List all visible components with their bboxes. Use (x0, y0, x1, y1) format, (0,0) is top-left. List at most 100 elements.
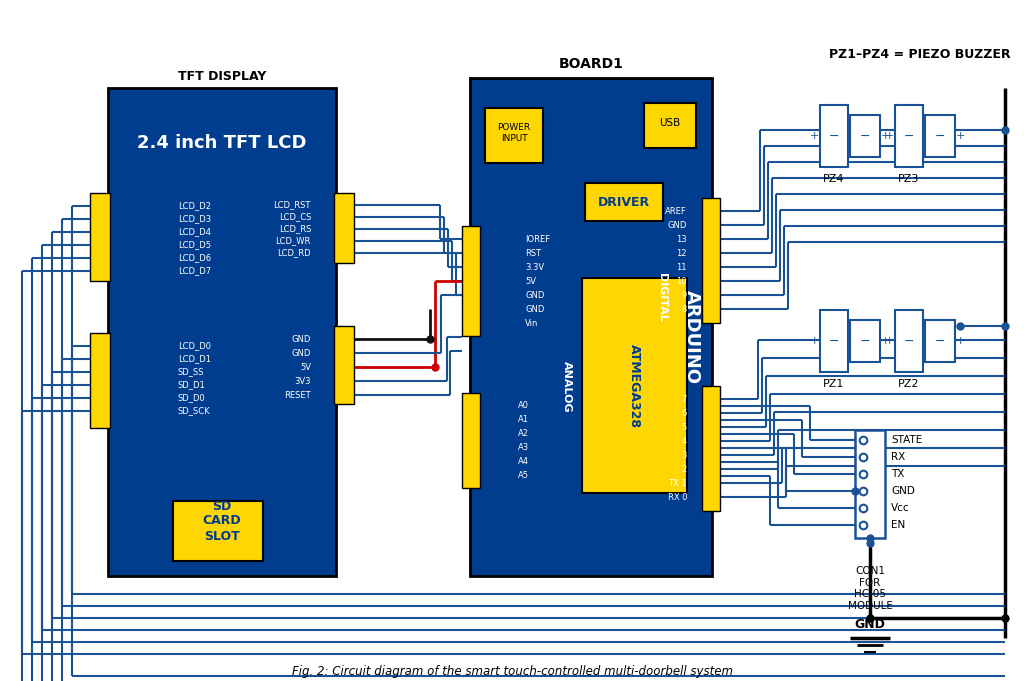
Text: RX: RX (891, 452, 905, 462)
Bar (895, 105, 923, 167)
Text: +: + (809, 336, 818, 346)
Bar (90, 333, 110, 428)
Bar (895, 310, 923, 372)
Bar (470, 78, 712, 576)
Text: 4: 4 (682, 437, 687, 445)
Bar (925, 320, 955, 362)
Text: +: + (881, 131, 890, 141)
Text: BOARD1: BOARD1 (558, 57, 624, 71)
Text: SD_SS: SD_SS (178, 368, 205, 377)
Text: 11: 11 (677, 262, 687, 272)
Bar (462, 226, 480, 336)
Text: LCD_RS: LCD_RS (279, 225, 311, 234)
Text: EN: EN (891, 520, 905, 530)
Text: +: + (881, 336, 890, 346)
Text: GND: GND (525, 291, 545, 300)
Text: +: + (885, 336, 894, 346)
Text: LCD_D1: LCD_D1 (178, 355, 211, 364)
Bar (485, 108, 543, 163)
Text: A1: A1 (518, 415, 529, 424)
Text: 5V: 5V (300, 362, 311, 372)
Text: LCD_D4: LCD_D4 (178, 227, 211, 236)
Text: ANALOG: ANALOG (562, 361, 572, 413)
Text: A3: A3 (518, 443, 529, 452)
Text: −: − (935, 334, 945, 347)
Text: IOREF: IOREF (525, 234, 550, 244)
Text: −: − (828, 334, 840, 347)
Text: −: − (904, 334, 914, 347)
Bar (108, 88, 336, 576)
Bar (702, 386, 720, 511)
Text: +: + (955, 131, 965, 141)
Bar (925, 115, 955, 157)
Text: A5: A5 (518, 471, 529, 481)
Text: LCD_CS: LCD_CS (279, 212, 311, 221)
Text: USB: USB (659, 118, 681, 128)
Text: GND: GND (292, 349, 311, 358)
Text: 3.3V: 3.3V (525, 262, 544, 272)
Text: A0: A0 (518, 402, 529, 411)
Bar (644, 103, 696, 148)
Text: TX 1: TX 1 (669, 479, 687, 488)
Text: LCD_D0: LCD_D0 (178, 341, 211, 351)
Text: 2: 2 (682, 464, 687, 473)
Bar (702, 198, 720, 323)
Text: Vcc: Vcc (891, 503, 909, 513)
Bar (462, 393, 480, 488)
Text: 9: 9 (682, 291, 687, 300)
Text: 2.4 inch TFT LCD: 2.4 inch TFT LCD (137, 134, 307, 152)
Text: GND: GND (525, 304, 545, 313)
Text: PZ1–PZ4 = PIEZO BUZZER: PZ1–PZ4 = PIEZO BUZZER (829, 48, 1011, 61)
Text: LCD_D6: LCD_D6 (178, 253, 211, 262)
Text: LCD_RD: LCD_RD (278, 249, 311, 257)
Text: −: − (904, 129, 914, 142)
Text: PZ3: PZ3 (898, 174, 920, 184)
Bar (855, 430, 885, 538)
Text: SD
CARD
SLOT: SD CARD SLOT (203, 499, 242, 543)
Text: LCD_D7: LCD_D7 (178, 266, 211, 276)
Text: LCD_WR: LCD_WR (275, 236, 311, 245)
Text: +: + (809, 131, 818, 141)
Bar (582, 278, 687, 493)
Text: RX 0: RX 0 (668, 492, 687, 501)
Text: PZ4: PZ4 (823, 174, 845, 184)
Text: 6: 6 (682, 409, 687, 417)
Text: A4: A4 (518, 458, 529, 466)
Text: RESET: RESET (285, 390, 311, 400)
Bar (90, 193, 110, 281)
Text: 5V: 5V (525, 276, 536, 285)
Text: ATMEGA328: ATMEGA328 (628, 344, 640, 428)
Text: Fig. 2: Circuit diagram of the smart touch-controlled multi-doorbell system: Fig. 2: Circuit diagram of the smart tou… (292, 665, 732, 678)
Text: LCD_D2: LCD_D2 (178, 202, 211, 210)
Bar (850, 115, 880, 157)
Text: LCD_D5: LCD_D5 (178, 240, 211, 249)
Text: 5: 5 (682, 422, 687, 432)
Text: 8: 8 (682, 304, 687, 313)
Bar (334, 193, 354, 263)
Text: +: + (955, 336, 965, 346)
Bar (173, 501, 263, 561)
Text: 3V3: 3V3 (295, 377, 311, 385)
Text: SD_D0: SD_D0 (178, 394, 206, 402)
Text: LCD_RST: LCD_RST (273, 200, 311, 210)
Text: AREF: AREF (666, 206, 687, 215)
Text: CON1
FOR
HC-05
MODULE: CON1 FOR HC-05 MODULE (848, 566, 893, 611)
Text: 10: 10 (677, 276, 687, 285)
Bar (820, 310, 848, 372)
Bar (850, 320, 880, 362)
Text: LCD_D3: LCD_D3 (178, 215, 211, 223)
Text: ARDUINO: ARDUINO (683, 290, 701, 384)
Text: DRIVER: DRIVER (598, 195, 650, 208)
Text: GND: GND (292, 334, 311, 343)
Text: PZ2: PZ2 (898, 379, 920, 389)
Text: 3: 3 (682, 451, 687, 460)
Text: 12: 12 (677, 249, 687, 257)
Text: POWER
INPUT: POWER INPUT (498, 123, 530, 143)
Text: −: − (860, 334, 870, 347)
Text: GND: GND (891, 486, 914, 496)
Text: RST: RST (525, 249, 541, 257)
Text: 7: 7 (682, 394, 687, 404)
Text: SD_SCK: SD_SCK (178, 407, 211, 415)
Text: PZ1: PZ1 (823, 379, 845, 389)
Text: GND: GND (855, 618, 886, 631)
